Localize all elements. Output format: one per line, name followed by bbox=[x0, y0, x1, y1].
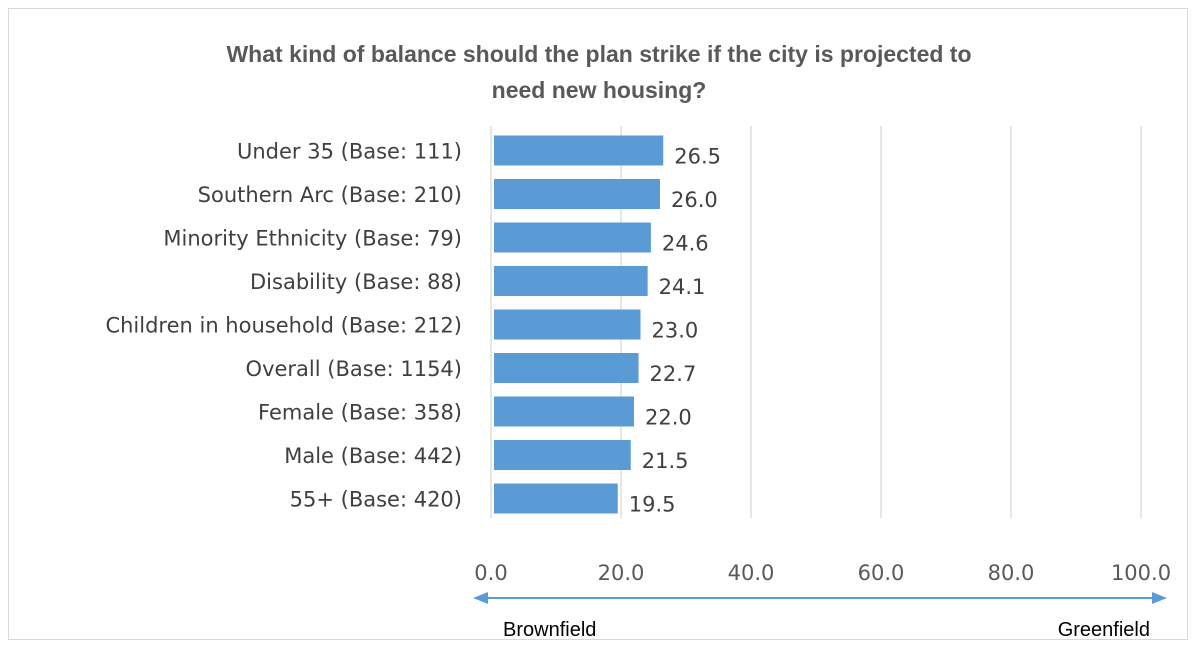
category-label: Under 35 (Base: 111) bbox=[237, 140, 462, 164]
tick-label: 60.0 bbox=[858, 561, 905, 585]
tick-label: 100.0 bbox=[1111, 561, 1171, 585]
value-label: 23.0 bbox=[652, 319, 699, 343]
value-label: 24.1 bbox=[659, 275, 706, 299]
category-label: Disability (Base: 88) bbox=[250, 270, 462, 294]
bar bbox=[494, 266, 648, 296]
scale-arrow-right-head bbox=[1152, 592, 1167, 604]
bar bbox=[494, 222, 651, 253]
category-label: Overall (Base: 1154) bbox=[246, 357, 462, 381]
value-label: 19.5 bbox=[629, 493, 676, 517]
value-label: 21.5 bbox=[642, 449, 689, 473]
bars bbox=[494, 135, 664, 514]
category-label: Female (Base: 358) bbox=[258, 401, 462, 425]
tick-label: 0.0 bbox=[474, 561, 507, 585]
scale-left-label: Brownfield bbox=[503, 619, 596, 641]
chart-title: What kind of balance should the plan str… bbox=[0, 36, 1198, 108]
value-labels: 26.5 26.0 24.6 24.1 23.0 22.7 22.0 21.5 19.5 bbox=[629, 145, 721, 517]
chart-title-line-1: What kind of balance should the plan str… bbox=[226, 41, 972, 67]
value-label: 26.0 bbox=[671, 188, 718, 212]
bar bbox=[494, 440, 631, 470]
category-label: 55+ (Base: 420) bbox=[290, 488, 462, 512]
scale-right-label: Greenfield bbox=[1058, 619, 1150, 641]
bar bbox=[494, 353, 639, 383]
scale-arrow: Brownfield Greenfield bbox=[473, 592, 1167, 641]
tick-label: 20.0 bbox=[598, 561, 645, 585]
category-label: Children in household (Base: 212) bbox=[105, 314, 462, 338]
value-label: 24.6 bbox=[662, 232, 709, 256]
category-labels: Under 35 (Base: 111) Southern Arc (Base: … bbox=[105, 140, 462, 512]
bar bbox=[494, 135, 664, 166]
bar bbox=[494, 483, 618, 514]
chart-title-line-2: need new housing? bbox=[491, 77, 707, 103]
tick-label: 80.0 bbox=[988, 561, 1035, 585]
category-label: Minority Ethnicity (Base: 79) bbox=[163, 227, 462, 251]
tick-labels: 0.0 20.0 40.0 60.0 80.0 100.0 bbox=[474, 561, 1171, 585]
bar bbox=[494, 396, 634, 427]
category-label: Male (Base: 442) bbox=[284, 444, 462, 468]
value-label: 22.0 bbox=[645, 406, 692, 430]
value-label: 26.5 bbox=[674, 145, 721, 169]
bar bbox=[494, 309, 641, 340]
category-label: Southern Arc (Base: 210) bbox=[198, 183, 462, 207]
bar bbox=[494, 179, 660, 209]
scale-arrow-left-head bbox=[473, 592, 488, 604]
value-label: 22.7 bbox=[650, 362, 697, 386]
tick-label: 40.0 bbox=[728, 561, 775, 585]
